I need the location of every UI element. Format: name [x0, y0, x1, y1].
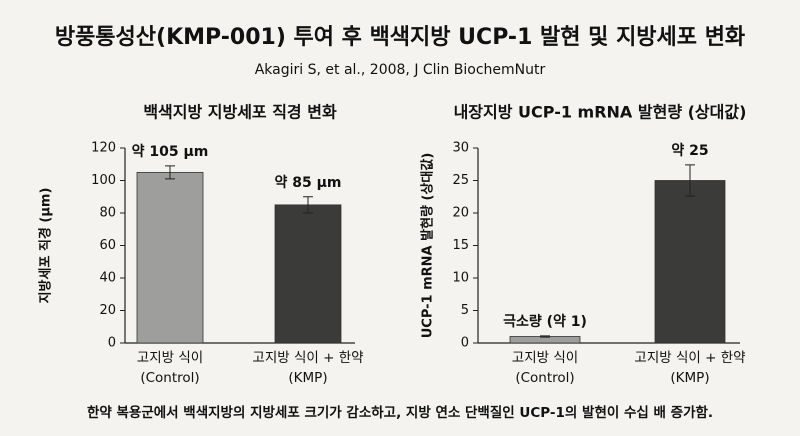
error-bar [540, 335, 550, 338]
x-tick-label: (KMP) [670, 370, 709, 386]
value-label: 약 105 μm [132, 143, 209, 160]
y-tick-label: 0 [461, 336, 469, 351]
error-bar [303, 196, 313, 214]
footer: 한약 복용군에서 백색지방의 지방세포 크기가 감소하고, 지방 연소 단백질인… [87, 404, 713, 421]
x-tick-label: 고지방 식이 [137, 350, 203, 366]
y-tick-label: 25 [452, 173, 469, 188]
value-label: 약 25 [671, 142, 708, 159]
y-tick-label: 20 [99, 303, 116, 318]
x-tick-label: (Control) [140, 370, 199, 386]
y-tick-label: 100 [91, 173, 116, 188]
y-tick-label: 30 [452, 141, 469, 156]
title: 방풍통성산(KMP-001) 투여 후 백색지방 UCP-1 발현 및 지방세포… [55, 25, 745, 50]
bar [274, 204, 342, 344]
x-tick-label: (KMP) [288, 370, 327, 386]
bar [136, 171, 204, 344]
x-tick-label: 고지방 식이 + 한약 [252, 350, 363, 366]
x-tick-label: (Control) [515, 370, 574, 386]
bar [654, 180, 726, 344]
chart-title: 백색지방 지방세포 직경 변화 [143, 103, 337, 122]
y-tick-label: 0 [108, 336, 116, 351]
error-bar [685, 164, 695, 197]
y-tick-label: 80 [99, 206, 116, 221]
error-bar [165, 165, 175, 180]
y-tick-label: 5 [461, 303, 469, 318]
y-tick-label: 40 [99, 271, 116, 286]
y-axis-label: 지방세포 직경 (μm) [38, 188, 54, 304]
x-tick-label: 고지방 식이 [512, 350, 578, 366]
subtitle: Akagiri S, et al., 2008, J Clin BiochemN… [255, 62, 546, 78]
value-label: 약 85 μm [274, 174, 341, 191]
y-axis-label: UCP-1 mRNA 발현량 (상대값) [420, 153, 436, 339]
x-tick-label: 고지방 식이 + 한약 [634, 350, 745, 366]
value-label: 극소량 (약 1) [503, 313, 587, 330]
chart-title: 내장지방 UCP-1 mRNA 발현량 (상대값) [454, 103, 747, 122]
y-tick-label: 20 [452, 206, 469, 221]
y-tick-label: 15 [452, 238, 469, 253]
y-tick-label: 120 [91, 141, 116, 156]
y-tick-label: 60 [99, 238, 116, 253]
y-tick-label: 10 [452, 271, 469, 286]
